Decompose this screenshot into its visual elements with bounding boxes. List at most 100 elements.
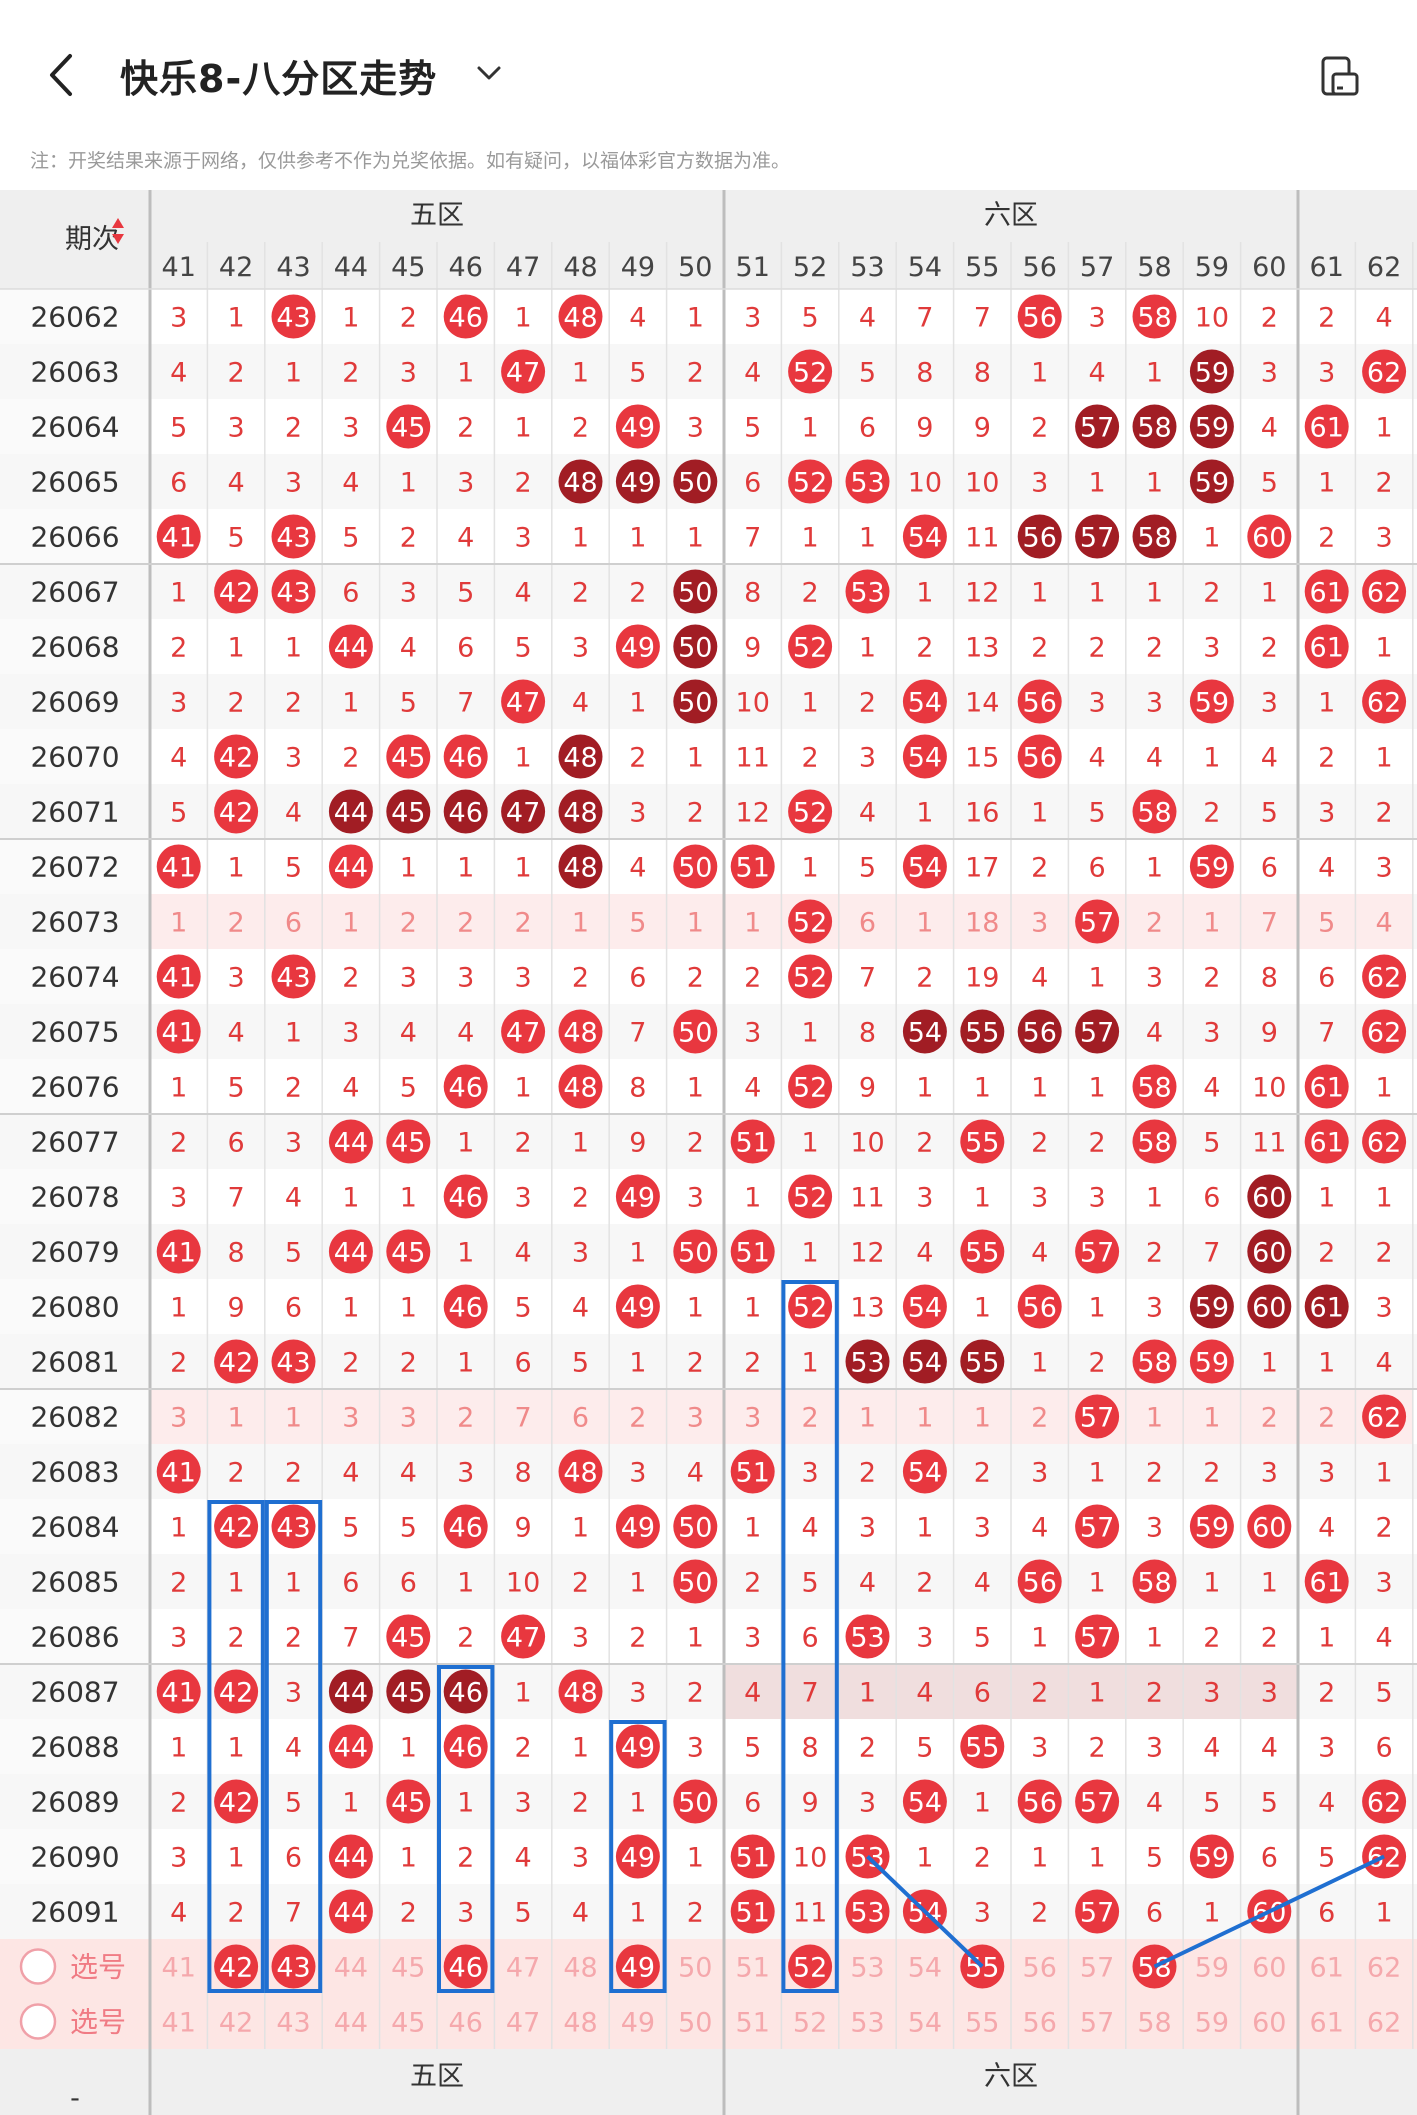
ball-number: 61 xyxy=(1310,1568,1344,1599)
pick-number[interactable]: 46 xyxy=(449,2008,483,2039)
miss-count: 1 xyxy=(1376,1183,1393,1214)
miss-count: 5 xyxy=(1261,798,1278,829)
pick-number[interactable]: 44 xyxy=(334,1953,368,1984)
miss-count: 3 xyxy=(687,1403,704,1434)
zone-header-1: 五区 xyxy=(410,200,464,231)
miss-count: 4 xyxy=(400,633,417,664)
radio-circle-icon[interactable] xyxy=(19,1948,57,1985)
miss-count: 3 xyxy=(285,468,302,499)
pick-number[interactable]: 54 xyxy=(908,2008,942,2039)
miss-count: 2 xyxy=(1146,908,1163,939)
drawn-ball xyxy=(1075,404,1120,449)
pick-number[interactable]: 59 xyxy=(1195,1953,1229,1984)
miss-count: 1 xyxy=(1089,1568,1106,1599)
pick-number[interactable]: 53 xyxy=(850,2008,884,2039)
page-title[interactable]: 快乐8-八分区走势 xyxy=(120,57,438,101)
drawn-ball xyxy=(271,569,316,614)
ball-number: 57 xyxy=(1080,523,1114,554)
miss-count: 6 xyxy=(1089,853,1106,884)
miss-count: 1 xyxy=(1089,1678,1106,1709)
miss-count: 4 xyxy=(515,1843,532,1874)
miss-count: 6 xyxy=(802,1623,819,1654)
pick-number[interactable]: 45 xyxy=(391,1953,425,1984)
pick-number[interactable]: 44 xyxy=(334,2008,368,2039)
pick-number[interactable]: 60 xyxy=(1252,2008,1286,2039)
miss-count: 2 xyxy=(400,1898,417,1929)
drawn-ball xyxy=(902,1009,947,1054)
miss-count: 2 xyxy=(515,1733,532,1764)
miss-count: 6 xyxy=(457,633,474,664)
pick-number[interactable]: 41 xyxy=(162,2008,196,2039)
miss-count: 2 xyxy=(1376,468,1393,499)
miss-count: 2 xyxy=(629,578,646,609)
ball-number: 41 xyxy=(162,1238,196,1269)
pick-number[interactable]: 52 xyxy=(793,2008,827,2039)
drawn-ball xyxy=(214,1339,259,1384)
miss-count: 15 xyxy=(965,743,999,774)
pick-number[interactable]: 50 xyxy=(678,1953,712,1984)
table-row: 26080 1 9 6 1 1 46 5 4 49 1 1 52 13 54 1 56 1 3 59 60 61 3 xyxy=(30,1284,1393,1329)
pick-number[interactable]: 51 xyxy=(736,2008,770,2039)
miss-count: 1 xyxy=(1318,688,1335,719)
pick-number[interactable]: 60 xyxy=(1252,1953,1286,1984)
pick-number[interactable]: 49 xyxy=(621,2008,655,2039)
miss-count: 1 xyxy=(1203,908,1220,939)
miss-count: 4 xyxy=(1261,743,1278,774)
back-chevron-icon[interactable] xyxy=(38,50,88,100)
sort-up-icon[interactable] xyxy=(112,218,124,228)
miss-count: 3 xyxy=(687,413,704,444)
pick-number[interactable]: 54 xyxy=(908,1953,942,1984)
ball-number: 46 xyxy=(449,1073,483,1104)
period-label: 26063 xyxy=(30,356,119,389)
drawn-ball xyxy=(1362,1119,1407,1164)
miss-count: 1 xyxy=(342,303,359,334)
ball-number: 53 xyxy=(850,578,884,609)
drawn-ball xyxy=(1247,1174,1292,1219)
miss-count: 1 xyxy=(400,853,417,884)
miss-count: 4 xyxy=(515,578,532,609)
pick-number[interactable]: 55 xyxy=(965,2008,999,2039)
pick-number[interactable]: 48 xyxy=(563,2008,597,2039)
miss-count: 6 xyxy=(285,908,302,939)
sort-down-icon[interactable] xyxy=(112,234,124,244)
miss-count: 7 xyxy=(916,303,933,334)
miss-count: 1 xyxy=(342,1788,359,1819)
chevron-down-icon[interactable] xyxy=(474,58,504,88)
drawn-ball xyxy=(730,1229,775,1274)
pick-number[interactable]: 47 xyxy=(506,1953,540,1984)
pick-number[interactable]: 45 xyxy=(391,2008,425,2039)
miss-count: 1 xyxy=(170,908,187,939)
pick-number[interactable]: 53 xyxy=(850,1953,884,1984)
pick-number[interactable]: 57 xyxy=(1080,1953,1114,1984)
pick-row-2[interactable]: 选号 41 42 43 44 45 46 47 48 49 50 51 52 53 54 55 56 57 58 59… xyxy=(19,2003,1401,2040)
drawn-ball xyxy=(558,294,603,339)
pick-number[interactable]: 47 xyxy=(506,2008,540,2039)
ball-number: 56 xyxy=(1023,688,1057,719)
miss-count: 1 xyxy=(802,1128,819,1159)
pick-number[interactable]: 51 xyxy=(736,1953,770,1984)
pick-number[interactable]: 56 xyxy=(1023,1953,1057,1984)
pick-number[interactable]: 57 xyxy=(1080,2008,1114,2039)
radio-circle-icon[interactable] xyxy=(19,2003,57,2040)
pick-number[interactable]: 62 xyxy=(1367,1953,1401,1984)
drawn-ball xyxy=(386,734,431,779)
phone-rotate-icon[interactable] xyxy=(1315,52,1365,102)
pick-number[interactable]: 48 xyxy=(563,1953,597,1984)
pick-number[interactable]: 61 xyxy=(1310,2008,1344,2039)
pick-number[interactable]: 56 xyxy=(1023,2008,1057,2039)
drawn-ball xyxy=(902,1779,947,1824)
miss-count: 3 xyxy=(400,578,417,609)
pick-number[interactable]: 42 xyxy=(219,2008,253,2039)
table-row: 26063 4 2 1 2 3 1 47 1 5 2 4 52 5 8 8 1 4 1 59 3 3 62 xyxy=(30,349,1407,394)
miss-count: 1 xyxy=(1261,578,1278,609)
miss-count: 5 xyxy=(285,1238,302,1269)
pick-number[interactable]: 62 xyxy=(1367,2008,1401,2039)
ball-number: 42 xyxy=(219,1513,253,1544)
pick-number[interactable]: 50 xyxy=(678,2008,712,2039)
pick-number[interactable]: 61 xyxy=(1310,1953,1344,1984)
miss-count: 5 xyxy=(802,303,819,334)
pick-number[interactable]: 58 xyxy=(1137,2008,1171,2039)
pick-number[interactable]: 41 xyxy=(162,1953,196,1984)
pick-number[interactable]: 43 xyxy=(276,2008,310,2039)
pick-number[interactable]: 59 xyxy=(1195,2008,1229,2039)
